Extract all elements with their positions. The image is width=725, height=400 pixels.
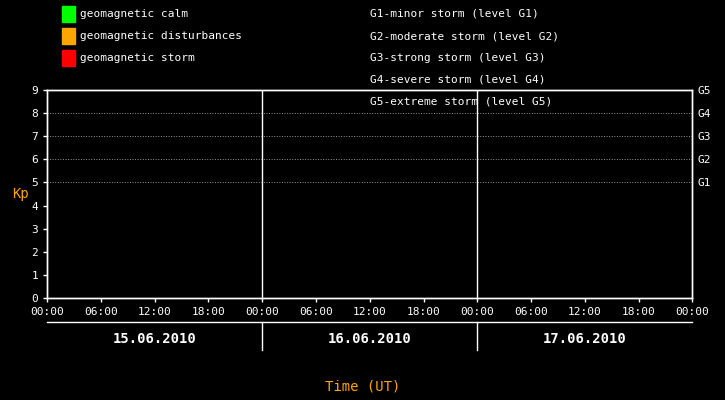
Text: 16.06.2010: 16.06.2010: [328, 332, 412, 346]
Text: G5-extreme storm (level G5): G5-extreme storm (level G5): [370, 97, 552, 107]
Y-axis label: Kp: Kp: [12, 187, 28, 201]
Text: geomagnetic calm: geomagnetic calm: [80, 9, 188, 19]
Text: G3-strong storm (level G3): G3-strong storm (level G3): [370, 53, 545, 63]
Text: G4-severe storm (level G4): G4-severe storm (level G4): [370, 75, 545, 85]
Text: geomagnetic storm: geomagnetic storm: [80, 53, 195, 63]
Text: 15.06.2010: 15.06.2010: [113, 332, 196, 346]
Text: geomagnetic disturbances: geomagnetic disturbances: [80, 31, 242, 41]
Text: G1-minor storm (level G1): G1-minor storm (level G1): [370, 9, 539, 19]
Text: G2-moderate storm (level G2): G2-moderate storm (level G2): [370, 31, 559, 41]
Text: 17.06.2010: 17.06.2010: [543, 332, 626, 346]
Text: Time (UT): Time (UT): [325, 380, 400, 394]
